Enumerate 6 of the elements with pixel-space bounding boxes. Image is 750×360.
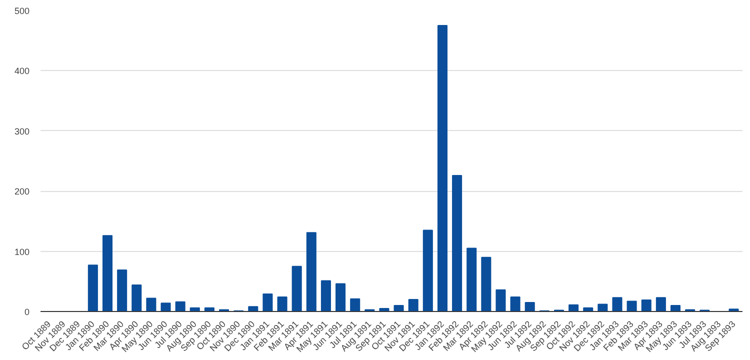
y-tick-label: 0 <box>24 307 30 317</box>
y-tick-label: 200 <box>14 186 30 197</box>
y-tick-label: 100 <box>14 246 30 257</box>
y-tick-label: 500 <box>14 6 30 16</box>
y-tick-label: 400 <box>14 66 30 76</box>
y-tick-label: 300 <box>14 126 30 136</box>
